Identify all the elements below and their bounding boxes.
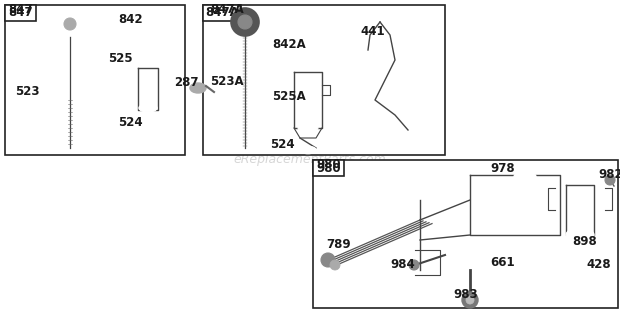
Ellipse shape: [300, 146, 316, 154]
Text: 847: 847: [8, 3, 33, 16]
Ellipse shape: [304, 148, 312, 152]
Bar: [5, 5, 36, 21]
Circle shape: [330, 260, 340, 270]
Circle shape: [64, 18, 76, 30]
Bar: [313, 160, 618, 308]
Text: 525A: 525A: [272, 90, 306, 103]
Text: 984: 984: [390, 258, 415, 271]
Text: 428: 428: [586, 258, 611, 271]
Ellipse shape: [484, 186, 496, 204]
Ellipse shape: [292, 43, 324, 57]
Circle shape: [238, 15, 252, 29]
Ellipse shape: [514, 171, 536, 183]
Ellipse shape: [139, 124, 157, 132]
Text: 980: 980: [316, 161, 341, 174]
Ellipse shape: [585, 245, 590, 250]
Circle shape: [58, 12, 82, 36]
Circle shape: [466, 296, 474, 304]
Circle shape: [605, 175, 615, 185]
Circle shape: [409, 260, 419, 270]
Text: 980: 980: [316, 158, 340, 171]
Circle shape: [231, 8, 259, 36]
Text: 847: 847: [8, 7, 33, 20]
Text: eReplacementParts.com: eReplacementParts.com: [234, 154, 386, 166]
Ellipse shape: [297, 46, 319, 54]
Ellipse shape: [500, 266, 505, 270]
Text: 983: 983: [453, 288, 477, 301]
Circle shape: [462, 292, 478, 308]
Ellipse shape: [292, 63, 324, 77]
Circle shape: [321, 253, 335, 267]
Text: 789: 789: [326, 238, 351, 251]
Bar: [5, 5, 185, 155]
Text: 441: 441: [360, 25, 384, 38]
Ellipse shape: [298, 124, 318, 132]
Ellipse shape: [485, 214, 495, 226]
Text: 898: 898: [572, 235, 596, 248]
Bar: [203, 5, 241, 21]
Text: 842: 842: [118, 13, 143, 26]
Ellipse shape: [566, 228, 594, 242]
Ellipse shape: [594, 264, 606, 276]
Ellipse shape: [131, 20, 159, 30]
Text: 847A: 847A: [210, 3, 244, 16]
Bar: [313, 160, 344, 176]
Ellipse shape: [143, 126, 153, 130]
Bar: [203, 5, 445, 155]
Ellipse shape: [598, 267, 603, 272]
Text: 523A: 523A: [210, 75, 244, 88]
Text: 661: 661: [490, 256, 515, 269]
Ellipse shape: [496, 263, 508, 273]
Text: 524: 524: [118, 116, 143, 129]
Ellipse shape: [139, 104, 157, 112]
Text: 982A: 982A: [598, 168, 620, 181]
Text: 287: 287: [174, 76, 198, 89]
Text: 978: 978: [490, 162, 515, 175]
Ellipse shape: [583, 243, 593, 253]
Ellipse shape: [126, 17, 164, 33]
Ellipse shape: [133, 56, 163, 74]
Text: 525: 525: [108, 52, 133, 65]
Text: 847A: 847A: [205, 7, 239, 20]
Text: 523: 523: [15, 85, 40, 98]
Text: 524: 524: [270, 138, 294, 151]
Ellipse shape: [566, 176, 594, 194]
Text: 842A: 842A: [272, 38, 306, 51]
Ellipse shape: [190, 83, 206, 93]
